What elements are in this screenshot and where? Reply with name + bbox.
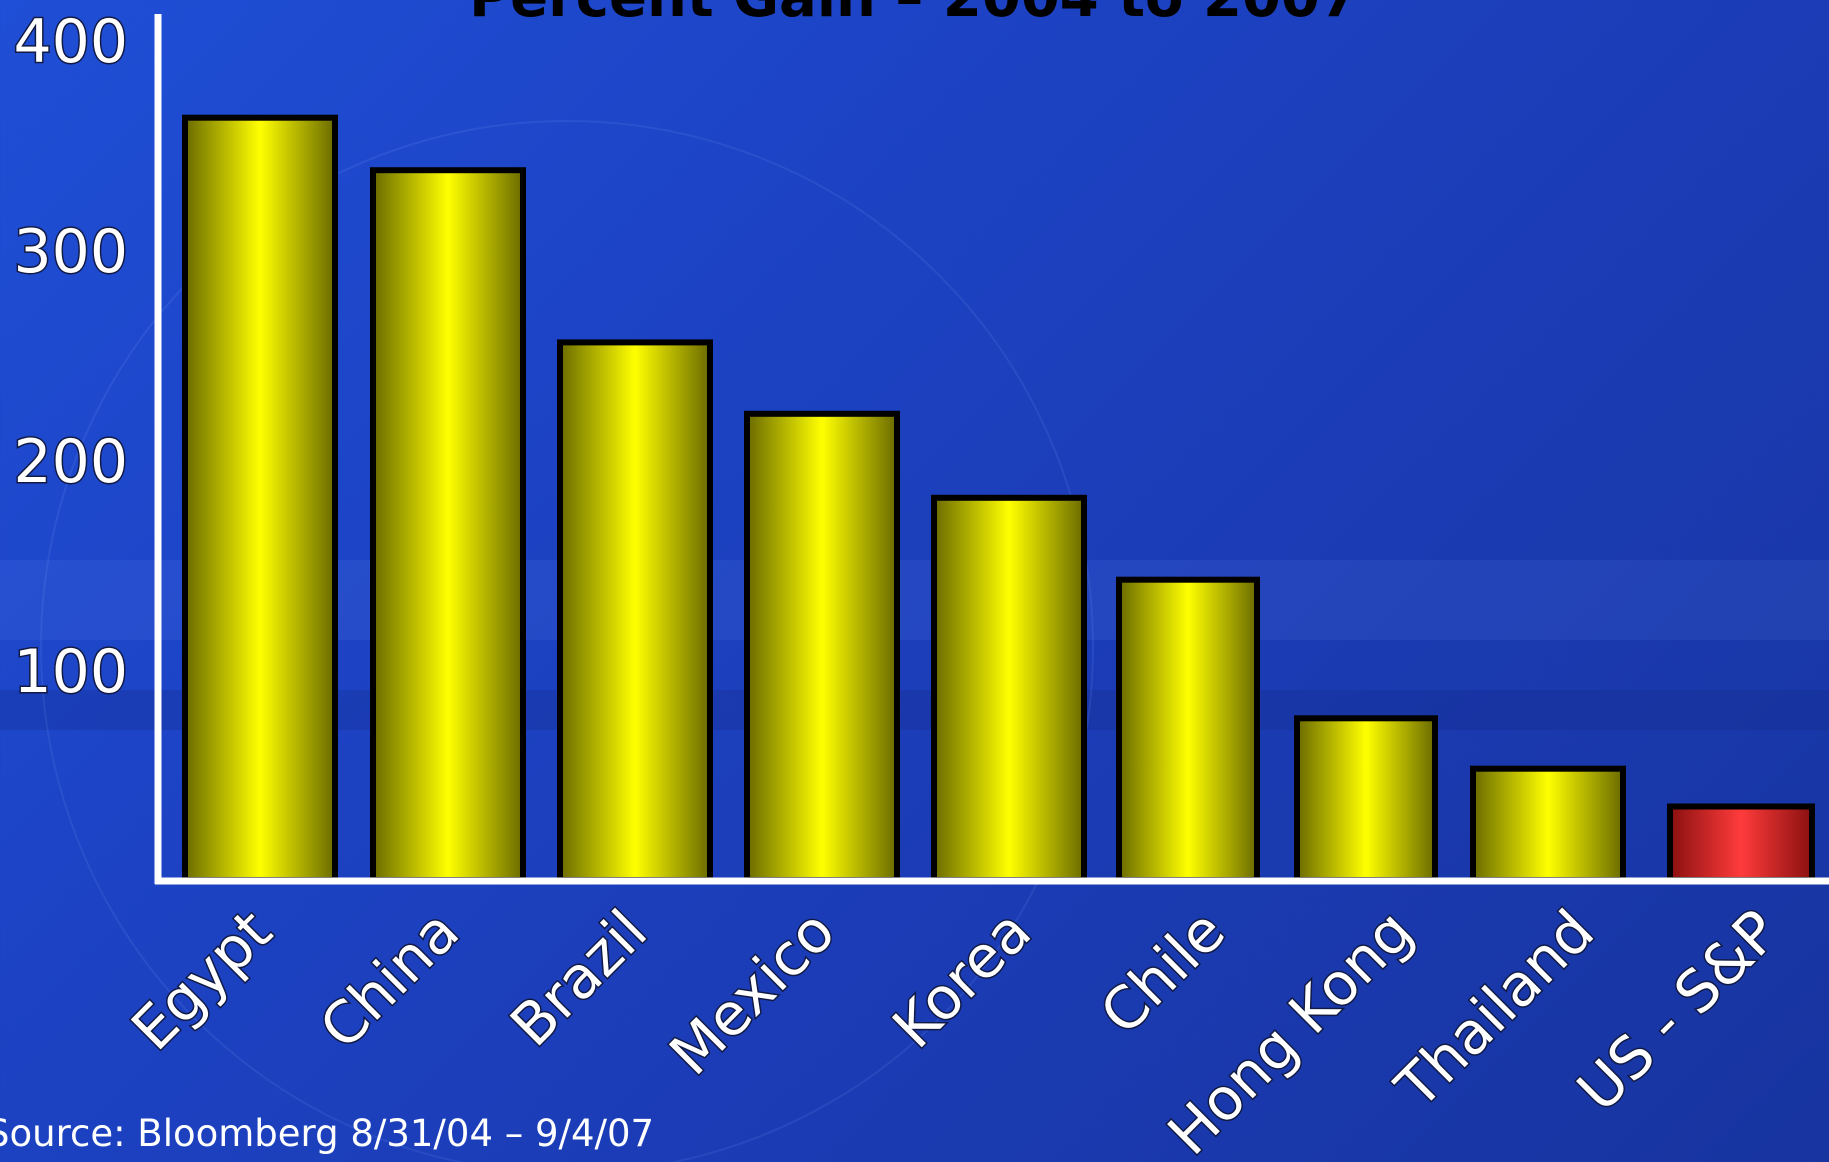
bar-thailand xyxy=(1470,765,1626,884)
y-tick-label: 200 xyxy=(13,427,128,497)
bars-group xyxy=(182,114,1815,884)
bar-chile xyxy=(1116,576,1260,883)
chart-title: Percent Gain – 2004 to 2007 xyxy=(469,0,1359,30)
y-tick-label: 400 xyxy=(13,7,128,77)
axes-group xyxy=(154,14,1829,885)
x-tick-label: Egypt xyxy=(118,897,284,1063)
x-tick-label: Korea xyxy=(880,897,1044,1061)
bar-us-s-p xyxy=(1667,803,1815,883)
bar-brazil xyxy=(557,339,713,883)
bar-hong-kong xyxy=(1294,715,1438,883)
x-tick-label: Brazil xyxy=(497,897,660,1060)
y-tick-label: 300 xyxy=(13,217,128,287)
source-note: Source: Bloomberg 8/31/04 – 9/4/07 xyxy=(0,1112,655,1155)
x-tick-label: China xyxy=(307,897,472,1062)
bar-korea xyxy=(931,494,1087,883)
x-tick-label: Mexico xyxy=(657,897,848,1088)
x-tick-label: US - S&P xyxy=(1564,897,1792,1125)
x-tick-label: Thailand xyxy=(1382,897,1607,1122)
x-tick-label: Chile xyxy=(1087,897,1238,1048)
bar-mexico xyxy=(744,410,900,883)
y-tick-labels: 100 200 300 400 xyxy=(12,6,130,709)
y-tick-label: 100 xyxy=(13,637,128,707)
bar-egypt xyxy=(182,114,338,883)
bar-china xyxy=(370,167,526,883)
